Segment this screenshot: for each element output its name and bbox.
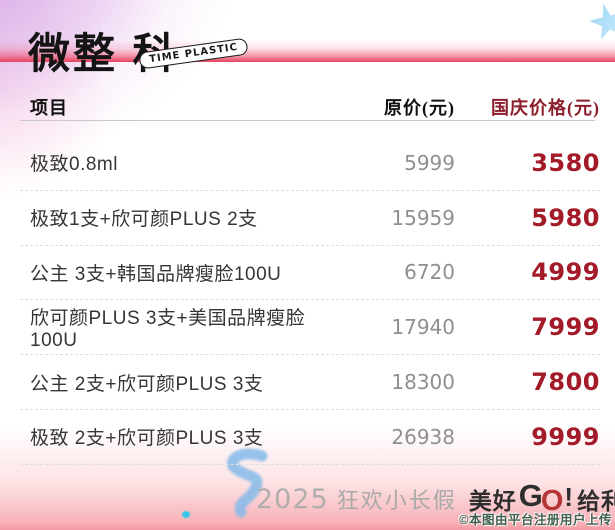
column-header-original-price: 原价(元) bbox=[384, 98, 455, 118]
brand-go-g: G bbox=[518, 477, 543, 513]
holiday-price: 7999 bbox=[531, 313, 600, 342]
original-price: 15959 bbox=[391, 205, 455, 230]
promo-slogan: 狂欢小长假 bbox=[336, 488, 457, 513]
holiday-price: 7800 bbox=[531, 368, 600, 397]
table-row: 极致0.8ml 5999 3580 bbox=[20, 136, 600, 191]
table-row: 极致 2支+欣可颜PLUS 3支 26938 9999 bbox=[20, 410, 600, 465]
holiday-price: 4999 bbox=[531, 258, 600, 287]
table-row: 公主 3支+韩国品牌瘦脸100U 6720 4999 bbox=[20, 246, 600, 301]
original-price: 5999 bbox=[404, 150, 455, 175]
holiday-price: 9999 bbox=[531, 422, 600, 451]
platform-upload-watermark: ©本图由平台注册用户上传 bbox=[459, 513, 612, 527]
holiday-price: 3580 bbox=[531, 148, 600, 177]
table-row: 公主 2支+欣可颜PLUS 3支 18300 7800 bbox=[20, 355, 600, 410]
original-price: 6720 bbox=[404, 260, 455, 285]
price-table: 极致0.8ml 5999 3580 极致1支+欣可颜PLUS 2支 15959 … bbox=[20, 121, 600, 465]
item-name: 公主 3支+韩国品牌瘦脸100U bbox=[30, 263, 282, 285]
column-header-holiday-price: 国庆价格(元) bbox=[491, 98, 600, 118]
original-price: 18300 bbox=[391, 370, 455, 395]
cyan-dot-decoration bbox=[182, 511, 190, 518]
holiday-price: 5980 bbox=[531, 203, 600, 232]
item-name: 欣可颜PLUS 3支+美国品牌瘦脸100U bbox=[30, 307, 306, 351]
brand-go-exclamation: ! bbox=[564, 481, 574, 512]
column-header-item: 项目 bbox=[30, 98, 68, 118]
item-name: 公主 2支+欣可颜PLUS 3支 bbox=[30, 373, 264, 395]
original-price: 26938 bbox=[391, 424, 455, 449]
item-name: 极致0.8ml bbox=[30, 154, 118, 176]
star-icon bbox=[585, 0, 615, 45]
item-name: 极致 2支+欣可颜PLUS 3支 bbox=[30, 428, 264, 450]
promo-year: 2025 bbox=[256, 483, 329, 515]
table-row: 极致1支+欣可颜PLUS 2支 15959 5980 bbox=[20, 191, 600, 246]
item-name: 极致1支+欣可颜PLUS 2支 bbox=[30, 209, 258, 231]
original-price: 17940 bbox=[391, 315, 455, 340]
table-row: 欣可颜PLUS 3支+美国品牌瘦脸100U 17940 7999 bbox=[20, 300, 600, 356]
